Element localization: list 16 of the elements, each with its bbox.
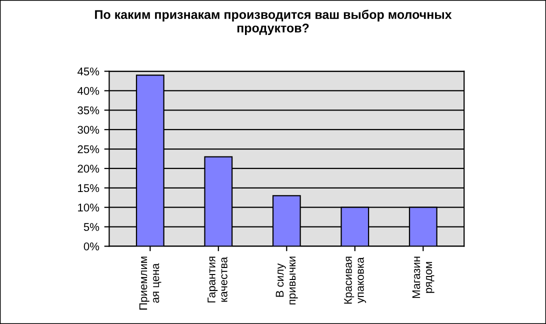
y-tick-label: 30% (78, 126, 100, 134)
x-tick-label: Красивая упаковка (344, 256, 366, 304)
y-tick-label: 25% (78, 145, 100, 154)
x-tick-label: Магазин рядом (412, 256, 434, 298)
y-tick-label: 5% (84, 223, 100, 231)
y-tick-label: 40% (77, 86, 100, 95)
x-tick-label: Приемлим ая цена (139, 256, 162, 310)
y-tick-label: 15% (78, 184, 100, 192)
x-tick-label: Гарантия качества (208, 256, 228, 302)
y-tick-label: 35% (78, 106, 100, 114)
chart-title: По каким признакам производится ваш выбор молочных продуктов? (95, 10, 452, 35)
y-tick-label: 10% (78, 204, 100, 212)
x-tick-label: В силу привычки (276, 256, 298, 304)
y-tick-label: 20% (78, 164, 100, 173)
y-tick-label: 45% (77, 68, 100, 76)
y-tick-label: 0% (84, 242, 100, 250)
